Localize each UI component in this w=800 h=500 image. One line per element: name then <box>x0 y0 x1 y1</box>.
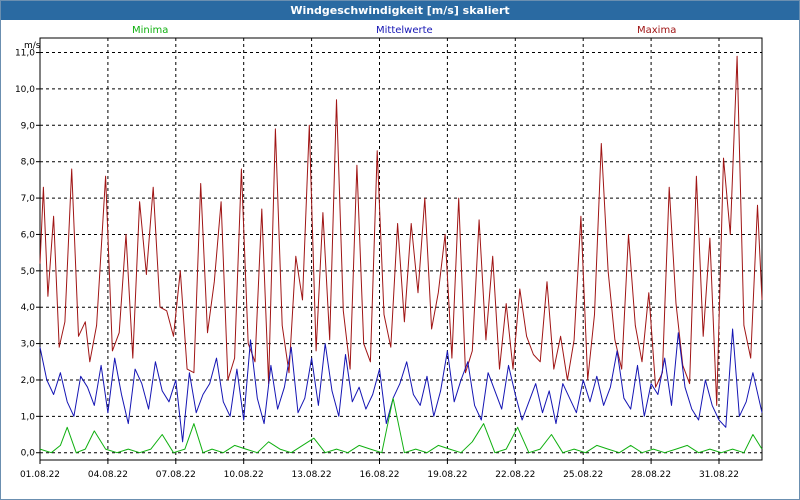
y-tick-label: 3,0 <box>21 340 36 350</box>
x-tick-label: 04.08.22 <box>88 470 128 480</box>
y-axis-label: m/s <box>24 41 41 51</box>
y-tick-label: 0,0 <box>21 449 36 459</box>
legend-maxima: Maxima <box>637 25 677 36</box>
x-tick-label: 07.08.22 <box>156 470 196 480</box>
x-tick-label: 31.08.22 <box>699 470 739 480</box>
x-tick-label: 16.08.22 <box>359 470 399 480</box>
x-tick-label: 01.08.22 <box>20 470 60 480</box>
y-tick-label: 2,0 <box>21 376 36 386</box>
y-tick-label: 5,0 <box>21 267 36 277</box>
x-tick-label: 19.08.22 <box>427 470 467 480</box>
legend-mittelwerte: Mittelwerte <box>376 25 433 36</box>
legend-minima: Minima <box>132 25 169 36</box>
y-tick-label: 10,0 <box>15 85 35 95</box>
y-tick-label: 1,0 <box>21 412 36 422</box>
y-tick-label: 6,0 <box>21 230 36 240</box>
y-tick-label: 4,0 <box>21 303 36 313</box>
y-tick-label: 9,0 <box>21 121 36 131</box>
y-tick-label: 8,0 <box>21 158 36 168</box>
x-tick-label: 25.08.22 <box>563 470 603 480</box>
x-tick-label: 10.08.22 <box>224 470 264 480</box>
series-mittelwerte-line <box>39 328 763 443</box>
series-minima-line <box>39 397 763 454</box>
series-maxima-line <box>39 55 763 406</box>
y-tick-label: 11,0 <box>15 49 35 59</box>
x-tick-label: 28.08.22 <box>631 470 671 480</box>
window-title: Windgeschwindigkeit [m/s] skaliert <box>1 1 799 20</box>
x-tick-label: 13.08.22 <box>292 470 332 480</box>
y-tick-label: 7,0 <box>21 194 36 204</box>
x-tick-label: 22.08.22 <box>495 470 535 480</box>
